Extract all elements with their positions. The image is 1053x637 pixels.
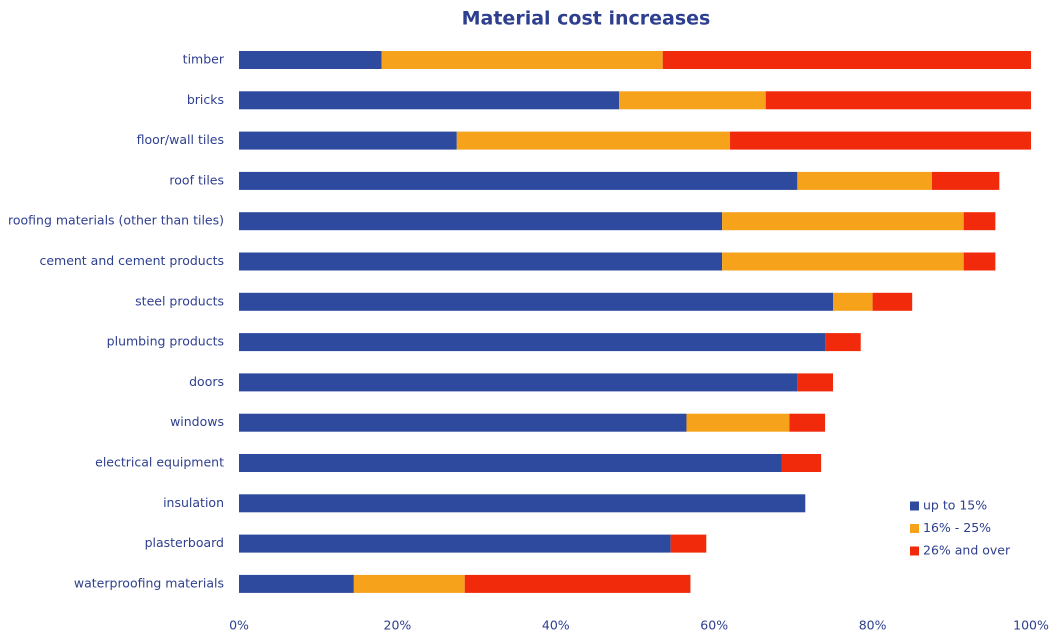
legend-label: up to 15%	[923, 498, 987, 513]
bar-segment	[963, 212, 996, 231]
x-tick-label: 40%	[542, 618, 570, 633]
bar-segment	[239, 574, 354, 593]
x-tick-label: 0%	[229, 618, 249, 633]
bar-segment	[239, 252, 723, 271]
bar-segment	[456, 131, 731, 150]
bar-segment	[464, 574, 691, 593]
bar-segment	[662, 51, 1031, 69]
x-tick-label: 20%	[384, 618, 412, 633]
bar-segment	[239, 292, 833, 311]
bar-segment	[353, 574, 465, 593]
bar-segment	[619, 91, 766, 110]
y-tick-label: roofing materials (other than tiles)	[8, 213, 224, 228]
bar-segment	[686, 413, 790, 432]
legend-swatch	[910, 546, 919, 556]
bar-segment	[239, 494, 806, 513]
y-tick-label: bricks	[187, 92, 224, 107]
bar-segment	[789, 413, 826, 432]
legend-swatch	[910, 501, 919, 511]
legend-label: 26% and over	[923, 543, 1011, 558]
bar-segment	[797, 373, 833, 392]
bar-segment	[872, 292, 913, 311]
bar-segment	[239, 91, 620, 110]
bar-segment	[239, 373, 798, 392]
bar-segment	[722, 212, 964, 231]
x-tick-label: 60%	[700, 618, 728, 633]
y-tick-label: plumbing products	[107, 334, 224, 349]
y-tick-label: steel products	[135, 293, 224, 308]
y-tick-label: insulation	[163, 495, 224, 510]
y-tick-label: waterproofing materials	[74, 575, 224, 590]
legend-swatch	[910, 524, 919, 533]
y-tick-label: floor/wall tiles	[137, 132, 224, 147]
y-tick-label: electrical equipment	[95, 455, 224, 470]
bar-segment	[730, 131, 1031, 150]
bar-segment	[239, 212, 723, 231]
bar-segment	[963, 252, 996, 271]
bar-segment	[670, 534, 707, 553]
bar-segment	[825, 333, 861, 352]
x-tick-label: 80%	[859, 618, 887, 633]
bar-segment	[833, 292, 873, 311]
chart-title: Material cost increases	[462, 8, 711, 30]
x-tick-label: 100%	[1013, 618, 1049, 633]
y-tick-label: doors	[189, 374, 224, 389]
bar-segment	[932, 171, 1000, 190]
y-tick-label: plasterboard	[145, 535, 224, 550]
bar-segment	[765, 91, 1031, 110]
bar-segment	[239, 131, 457, 150]
bar-segment	[381, 51, 663, 69]
y-tick-label: windows	[170, 414, 224, 429]
bar-segment	[722, 252, 964, 271]
y-tick-label: roof tiles	[169, 172, 224, 187]
y-tick-label: timber	[183, 52, 225, 67]
bar-segment	[239, 333, 826, 352]
y-tick-label: cement and cement products	[39, 253, 224, 268]
legend-label: 16% - 25%	[923, 520, 991, 535]
bar-segment	[797, 171, 932, 190]
bar-segment	[239, 454, 782, 472]
bar-segment	[781, 454, 822, 472]
bar-segment	[239, 534, 671, 553]
bar-segment	[239, 171, 798, 190]
bar-segment	[239, 51, 382, 69]
bar-segment	[239, 413, 687, 432]
